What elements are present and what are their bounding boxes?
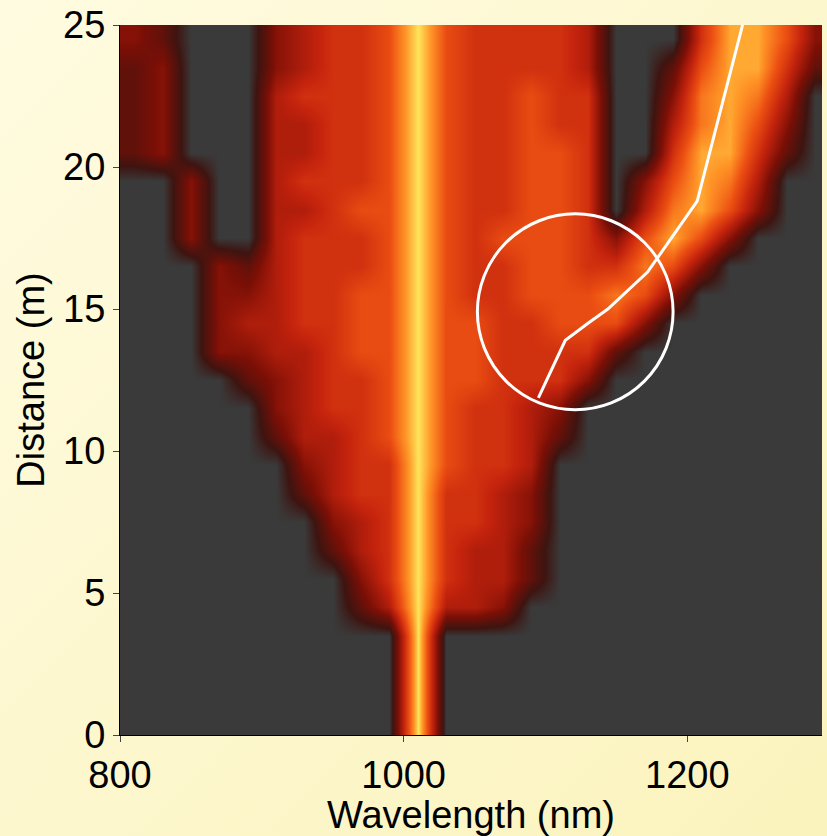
svg-text:25: 25 [63,4,105,46]
svg-text:0: 0 [84,714,105,756]
svg-text:20: 20 [63,146,105,188]
svg-text:15: 15 [63,288,105,330]
svg-text:800: 800 [88,754,151,796]
svg-text:1000: 1000 [361,754,446,796]
svg-text:1200: 1200 [645,754,730,796]
svg-text:10: 10 [63,430,105,472]
svg-text:5: 5 [84,572,105,614]
svg-text:Distance (m): Distance (m) [10,272,52,487]
svg-text:Wavelength (nm): Wavelength (nm) [327,794,615,836]
